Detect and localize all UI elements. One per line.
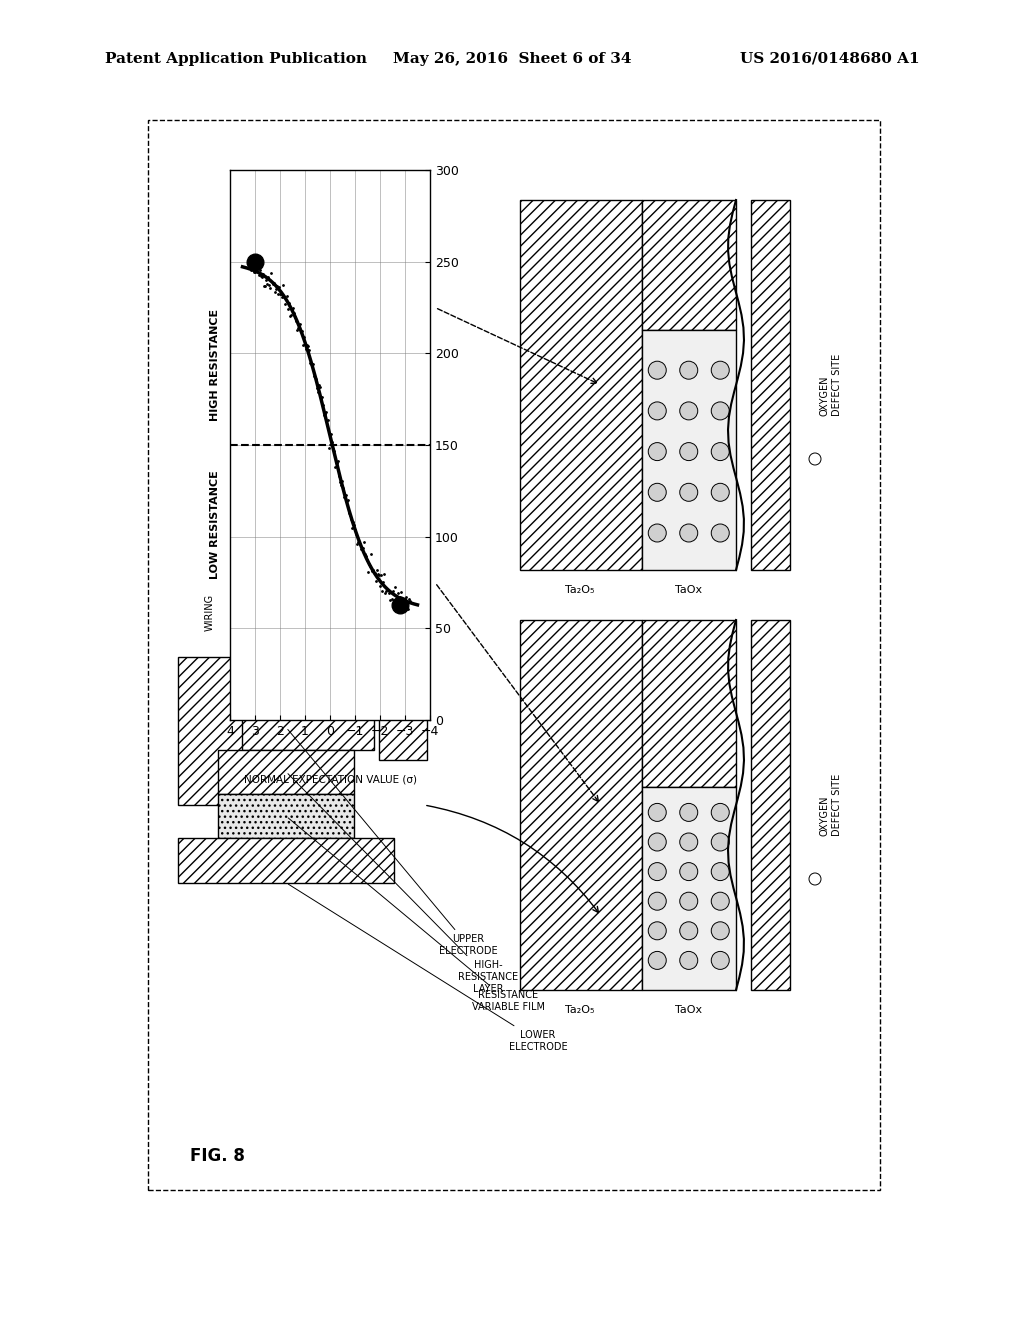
Circle shape bbox=[680, 483, 697, 502]
Bar bbox=[218, 750, 354, 793]
Circle shape bbox=[809, 873, 821, 884]
Bar bbox=[751, 620, 790, 990]
Circle shape bbox=[680, 442, 697, 461]
Text: Patent Application Publication: Patent Application Publication bbox=[105, 51, 367, 66]
Circle shape bbox=[648, 401, 667, 420]
Text: TaOx: TaOx bbox=[675, 585, 702, 595]
Circle shape bbox=[680, 804, 697, 821]
Circle shape bbox=[809, 453, 821, 465]
Text: Ta₂O₅: Ta₂O₅ bbox=[564, 1005, 594, 1015]
Text: WIRING: WIRING bbox=[205, 594, 215, 631]
Bar bbox=[641, 620, 736, 787]
Circle shape bbox=[712, 952, 729, 969]
Bar bbox=[641, 201, 736, 330]
Circle shape bbox=[712, 401, 729, 420]
Bar bbox=[218, 793, 354, 838]
Circle shape bbox=[648, 362, 667, 379]
Text: RESISTANCE
VARIABLE FILM: RESISTANCE VARIABLE FILM bbox=[288, 818, 545, 1011]
Circle shape bbox=[648, 833, 667, 851]
Circle shape bbox=[712, 442, 729, 461]
Circle shape bbox=[648, 862, 667, 880]
Circle shape bbox=[680, 892, 697, 911]
Circle shape bbox=[712, 921, 729, 940]
Bar bbox=[198, 705, 374, 750]
Text: May 26, 2016  Sheet 6 of 34: May 26, 2016 Sheet 6 of 34 bbox=[393, 51, 631, 66]
Bar bbox=[520, 201, 641, 570]
Text: UPPER
ELECTRODE: UPPER ELECTRODE bbox=[288, 730, 498, 956]
Circle shape bbox=[648, 524, 667, 543]
Circle shape bbox=[648, 892, 667, 911]
Text: "0" DATA: "0" DATA bbox=[241, 302, 286, 346]
Circle shape bbox=[712, 483, 729, 502]
Circle shape bbox=[680, 833, 697, 851]
Circle shape bbox=[680, 921, 697, 940]
Text: WIRING: WIRING bbox=[398, 657, 408, 694]
Bar bbox=[641, 787, 736, 990]
Text: NORMAL EXPECTATION VALUE (σ): NORMAL EXPECTATION VALUE (σ) bbox=[244, 775, 417, 785]
Text: FIG. 8: FIG. 8 bbox=[190, 1147, 245, 1166]
Circle shape bbox=[680, 362, 697, 379]
Bar bbox=[178, 657, 242, 805]
Circle shape bbox=[680, 524, 697, 543]
Circle shape bbox=[712, 833, 729, 851]
Text: Ta₂O₅: Ta₂O₅ bbox=[564, 585, 594, 595]
Bar bbox=[751, 201, 790, 570]
Circle shape bbox=[648, 483, 667, 502]
Circle shape bbox=[648, 804, 667, 821]
Circle shape bbox=[712, 892, 729, 911]
Text: HIGH-
RESISTANCE
LAYER: HIGH- RESISTANCE LAYER bbox=[288, 774, 518, 994]
Circle shape bbox=[680, 401, 697, 420]
Text: TaOx: TaOx bbox=[675, 1005, 702, 1015]
Text: US 2016/0148680 A1: US 2016/0148680 A1 bbox=[740, 51, 920, 66]
Bar bbox=[520, 620, 641, 990]
Bar bbox=[379, 704, 427, 759]
Circle shape bbox=[680, 952, 697, 969]
Circle shape bbox=[648, 921, 667, 940]
Bar bbox=[641, 330, 736, 570]
Circle shape bbox=[648, 952, 667, 969]
Bar bbox=[178, 838, 394, 883]
Circle shape bbox=[712, 804, 729, 821]
Circle shape bbox=[680, 862, 697, 880]
Circle shape bbox=[648, 442, 667, 461]
Circle shape bbox=[712, 862, 729, 880]
Text: HIGH RESISTANCE: HIGH RESISTANCE bbox=[210, 309, 220, 421]
Text: "1" DATA: "1" DATA bbox=[241, 544, 286, 587]
Text: OXYGEN
DEFECT SITE: OXYGEN DEFECT SITE bbox=[820, 774, 842, 836]
Text: OXYGEN
DEFECT SITE: OXYGEN DEFECT SITE bbox=[820, 354, 842, 416]
Text: LOWER
ELECTRODE: LOWER ELECTRODE bbox=[289, 884, 567, 1052]
Circle shape bbox=[712, 362, 729, 379]
Circle shape bbox=[712, 524, 729, 543]
Text: LOW RESISTANCE: LOW RESISTANCE bbox=[210, 471, 220, 579]
